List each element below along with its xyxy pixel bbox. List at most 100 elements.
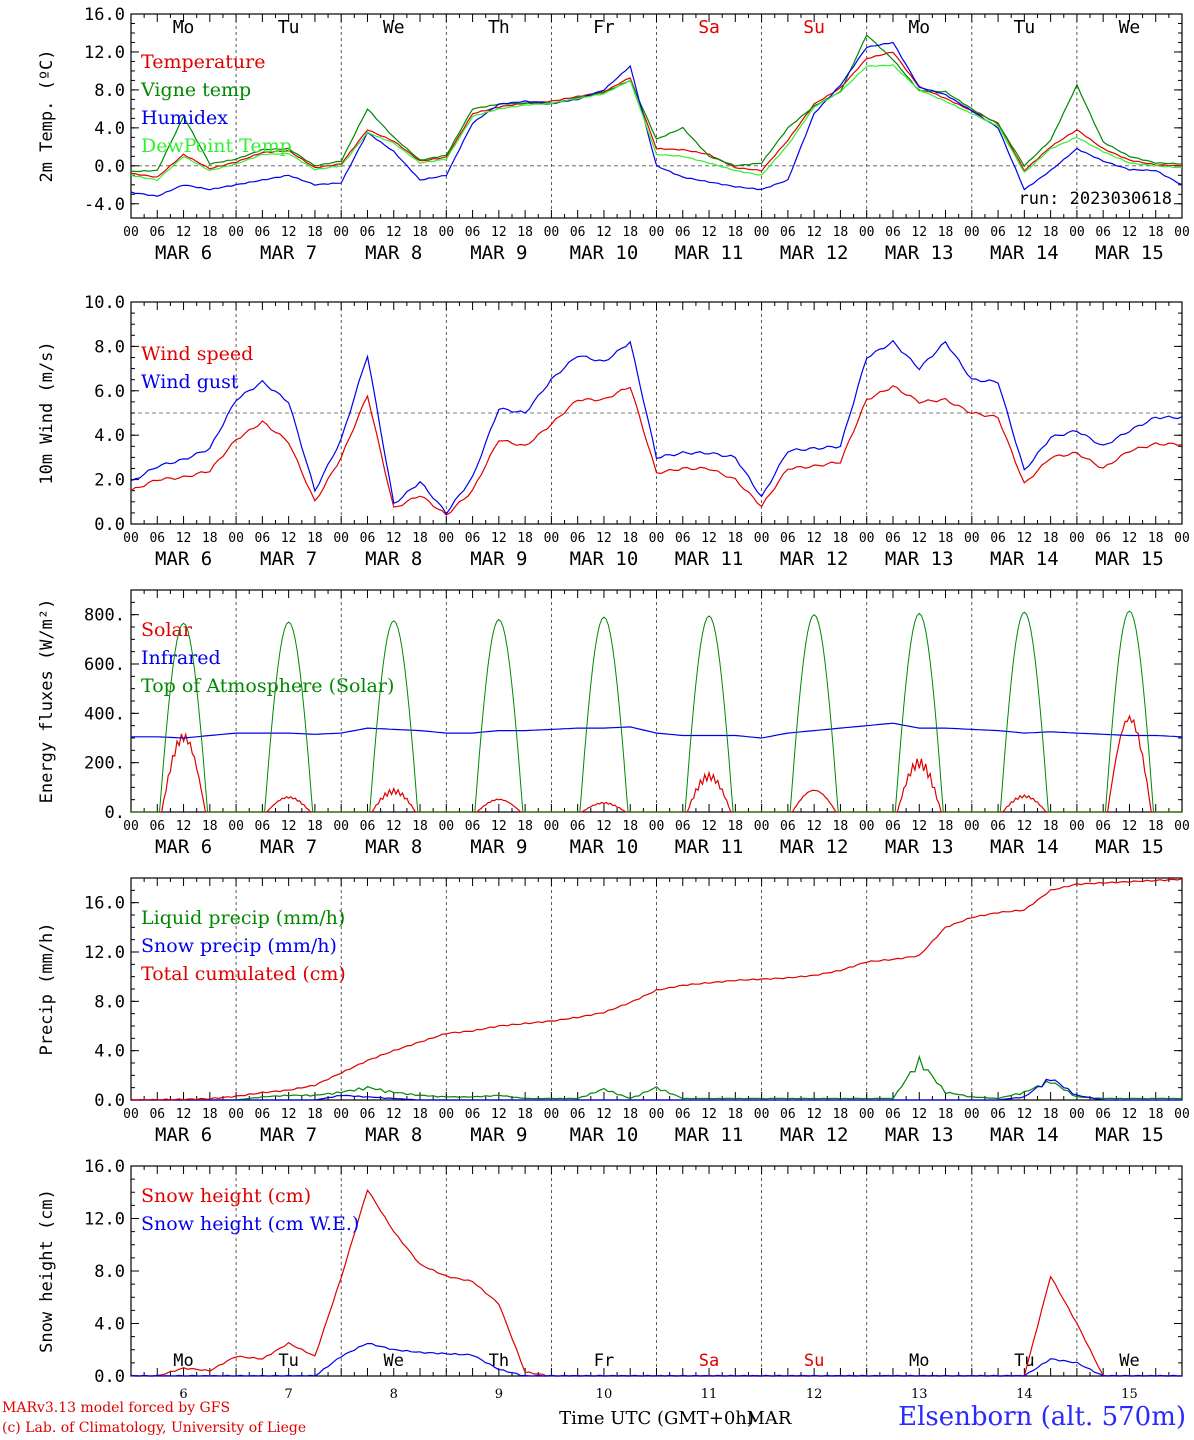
date-label: MAR 13 (885, 836, 954, 858)
y-axis-label: 2m Temp. (ºC) (37, 49, 57, 182)
hour-label: 18 (727, 531, 743, 546)
weekday-label: Mo (173, 1351, 193, 1371)
hour-label: 18 (202, 225, 218, 240)
legend-entry: DewPoint Temp (141, 135, 292, 157)
hour-label: 12 (491, 819, 507, 834)
y-tick-label: 12.0 (84, 43, 125, 63)
hour-label: 12 (1017, 225, 1033, 240)
hour-label: 18 (307, 225, 323, 240)
weekday-label: Tu (278, 17, 300, 38)
hour-label: 00 (754, 819, 770, 834)
hour-label: 00 (123, 531, 139, 546)
day-number-label: 8 (390, 1387, 398, 1402)
hour-label: 18 (833, 1107, 849, 1122)
hour-label: 18 (833, 819, 849, 834)
legend-entry: Top of Atmosphere (Solar) (141, 675, 394, 697)
date-label: MAR 7 (260, 242, 317, 264)
hour-label: 12 (491, 1107, 507, 1122)
hour-label: 12 (176, 531, 192, 546)
series-line-liquid-precip-mm-h (131, 1054, 1183, 1101)
series-line-total-cumulated-cm (130, 878, 1183, 1101)
legend-entry: Infrared (141, 647, 221, 669)
date-label: MAR 14 (990, 836, 1059, 858)
hour-label: 18 (1148, 225, 1164, 240)
date-label: MAR 15 (1095, 242, 1164, 264)
y-tick-label: 16.0 (84, 1157, 125, 1177)
hour-label: 12 (1122, 531, 1138, 546)
weekday-label: Tu (1014, 1351, 1034, 1371)
weekday-label: Sa (699, 1351, 719, 1371)
date-label: MAR 11 (675, 242, 744, 264)
date-label: MAR 8 (365, 1124, 422, 1146)
date-label: MAR 13 (885, 242, 954, 264)
hour-label: 06 (149, 225, 165, 240)
hour-label: 00 (964, 1107, 980, 1122)
legend-entry: Snow height (cm W.E.) (141, 1213, 359, 1235)
hour-label: 06 (255, 531, 271, 546)
date-label: MAR 6 (155, 242, 212, 264)
weekday-label: We (1119, 17, 1141, 38)
hour-label: 00 (649, 819, 665, 834)
legend-entry: Snow precip (mm/h) (141, 935, 337, 957)
hour-label: 12 (491, 531, 507, 546)
hour-label: 06 (1095, 225, 1111, 240)
hour-label: 18 (938, 819, 954, 834)
hour-label: 18 (202, 819, 218, 834)
hour-label: 06 (360, 531, 376, 546)
y-tick-label: 400. (84, 704, 125, 724)
hour-label: 12 (911, 225, 927, 240)
weekday-label: We (384, 1351, 404, 1371)
hour-label: 00 (754, 1107, 770, 1122)
hour-label: 00 (544, 1107, 560, 1122)
legend-entry: Snow height (cm) (141, 1185, 311, 1207)
weekday-label: Th (489, 1351, 509, 1371)
hour-label: 12 (1122, 819, 1138, 834)
hour-label: 00 (1069, 1107, 1085, 1122)
hour-label: 06 (255, 225, 271, 240)
hour-label: 06 (255, 819, 271, 834)
hour-label: 00 (1174, 1107, 1190, 1122)
date-label: MAR 12 (780, 1124, 849, 1146)
series-line-wind-gust (130, 339, 1183, 515)
y-tick-label: 0.0 (94, 1367, 125, 1387)
hour-label: 12 (806, 819, 822, 834)
hour-label: 00 (1174, 225, 1190, 240)
hour-label: 06 (570, 1107, 586, 1122)
date-label: MAR 9 (470, 1124, 527, 1146)
hour-label: 18 (412, 225, 428, 240)
hour-label: 06 (1095, 531, 1111, 546)
day-number-label: 12 (806, 1387, 823, 1402)
legend-entry: Solar (141, 619, 193, 641)
hour-label: 12 (281, 1107, 297, 1122)
x-axis-label: Time UTC (GMT+0h) (559, 1408, 754, 1429)
y-tick-label: 0. (105, 803, 125, 823)
hour-label: 12 (176, 1107, 192, 1122)
hour-label: 12 (911, 531, 927, 546)
hour-label: 00 (438, 819, 454, 834)
hour-label: 06 (675, 531, 691, 546)
x-axis-month: MAR (747, 1408, 792, 1429)
date-label: MAR 7 (260, 1124, 317, 1146)
weekday-label: We (1119, 1351, 1139, 1371)
hour-label: 18 (517, 819, 533, 834)
hour-label: 18 (517, 225, 533, 240)
y-axis-label: 10m Wind (m/s) (37, 341, 57, 484)
lab-credit: (c) Lab. of Climatology, University of L… (2, 1420, 307, 1436)
hour-label: 06 (360, 225, 376, 240)
day-number-label: 10 (596, 1387, 613, 1402)
hour-label: 00 (333, 531, 349, 546)
hour-label: 18 (307, 1107, 323, 1122)
hour-label: 06 (360, 819, 376, 834)
hour-label: 06 (360, 1107, 376, 1122)
hour-label: 00 (228, 819, 244, 834)
y-tick-label: 200. (84, 754, 125, 774)
hour-label: 00 (333, 225, 349, 240)
hour-label: 00 (1069, 819, 1085, 834)
hour-label: 06 (780, 531, 796, 546)
panel-1: -4.0 0.0 4.0 8.0 12.0 16.0 2m Temp. (ºC) Mo Tu We… (37, 5, 1190, 264)
series-line-humidex (130, 41, 1183, 197)
day-number-label: 9 (495, 1387, 503, 1402)
weekday-label: Sa (698, 17, 720, 38)
hour-label: 12 (701, 531, 717, 546)
